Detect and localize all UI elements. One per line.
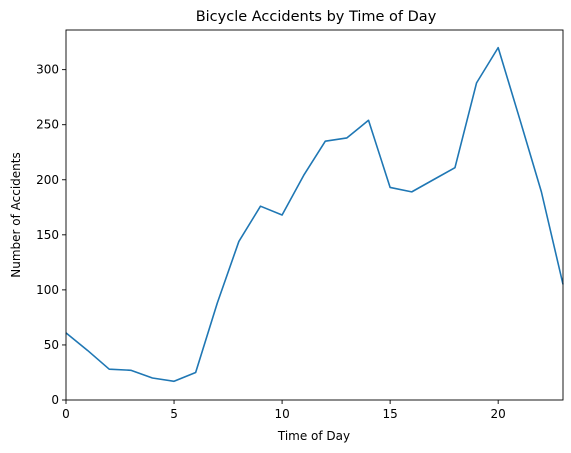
y-tick-label-200: 200 bbox=[36, 173, 59, 187]
y-tick-label-0: 0 bbox=[51, 393, 59, 407]
x-tick-label-15: 15 bbox=[382, 407, 397, 421]
x-tick-label-0: 0 bbox=[62, 407, 70, 421]
x-axis-label: Time of Day bbox=[277, 429, 350, 443]
series-line-0 bbox=[65, 46, 564, 383]
x-tick-label-10: 10 bbox=[274, 407, 289, 421]
x-axis: 0 5 10 15 20 bbox=[62, 400, 506, 421]
y-tick-label-50: 50 bbox=[44, 338, 59, 352]
y-tick-label-300: 300 bbox=[36, 63, 59, 77]
x-tick-label-20: 20 bbox=[491, 407, 506, 421]
plot-frame bbox=[65, 29, 564, 401]
chart-title: Bicycle Accidents by Time of Day bbox=[196, 9, 437, 25]
y-axis: 0 50 100 150 200 250 300 bbox=[36, 63, 66, 407]
x-tick-label-5: 5 bbox=[170, 407, 178, 421]
y-tick-label-150: 150 bbox=[36, 228, 59, 242]
plot-area bbox=[65, 46, 564, 383]
y-axis-label: Number of Accidents bbox=[9, 152, 23, 278]
y-tick-label-100: 100 bbox=[36, 283, 59, 297]
y-tick-label-250: 250 bbox=[36, 118, 59, 132]
